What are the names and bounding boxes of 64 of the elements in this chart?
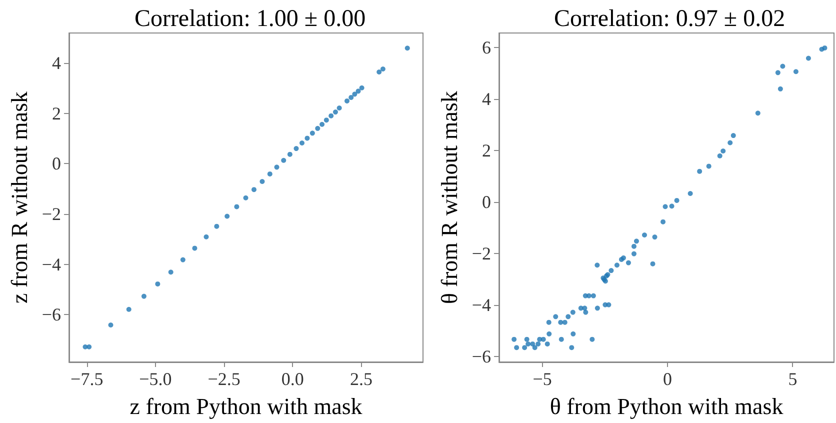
x-tick-label: 2.5	[350, 369, 373, 389]
y-tick-label: −2	[42, 204, 62, 224]
point	[352, 92, 358, 97]
y-tick-label: 0	[52, 154, 62, 174]
point	[324, 118, 329, 123]
y-tick-label: 4	[52, 52, 62, 73]
chart-title: Correlation: 0.97 ± 0.02	[554, 6, 786, 32]
point	[294, 146, 299, 152]
x-tick-label: −5.0	[139, 369, 172, 389]
point	[126, 306, 132, 312]
point	[310, 130, 315, 136]
y-tick-label: 2	[482, 140, 492, 160]
point	[224, 214, 230, 219]
point	[304, 136, 310, 141]
x-tick-label: −5	[532, 369, 552, 389]
point	[320, 122, 325, 127]
x-axis-title: θ from Python with mask	[550, 394, 784, 419]
point	[141, 294, 146, 299]
point	[315, 126, 320, 131]
point	[214, 224, 220, 229]
y-tick-label: −6	[42, 304, 62, 325]
point	[234, 204, 240, 210]
point	[86, 344, 92, 350]
y-tick-label: −4	[42, 254, 62, 274]
point	[180, 257, 186, 262]
point	[251, 187, 256, 192]
point	[380, 66, 386, 72]
x-tick-label: −2.5	[208, 369, 240, 389]
y-tick-label: 0	[482, 192, 492, 212]
point	[243, 195, 248, 200]
x-tick-label: 5	[788, 369, 798, 389]
point	[287, 152, 292, 157]
point	[108, 322, 114, 328]
x-tick-label: 0	[663, 369, 672, 389]
y-tick-label: 4	[482, 88, 492, 109]
point	[267, 171, 272, 176]
point	[300, 140, 304, 146]
y-axis-title: θ from R without mask	[437, 90, 462, 304]
x-tick-label: −7.5	[70, 369, 104, 389]
point	[348, 94, 354, 100]
point	[204, 234, 209, 240]
x-tick-label: 0.0	[281, 369, 304, 389]
y-tick-label: −4	[472, 295, 492, 316]
point	[328, 113, 334, 118]
point	[274, 164, 280, 170]
point	[356, 88, 361, 94]
point	[359, 85, 364, 90]
y-tick-label: 2	[52, 103, 62, 124]
chart-title: Correlation: 1.00 ± 0.00	[134, 6, 366, 32]
y-tick-label: −2	[472, 244, 492, 264]
point	[168, 270, 174, 275]
point	[404, 46, 410, 51]
point	[332, 110, 338, 115]
point	[281, 158, 286, 163]
y-tick-label: −6	[472, 346, 492, 367]
point	[192, 246, 198, 251]
point	[376, 70, 382, 75]
y-axis-title: z from R without mask	[7, 90, 32, 304]
y-tick-label: 6	[482, 37, 492, 58]
point	[336, 106, 342, 111]
x-axis-title: z from Python with mask	[130, 394, 363, 419]
point	[344, 98, 350, 104]
point	[260, 179, 265, 184]
point	[155, 281, 160, 286]
